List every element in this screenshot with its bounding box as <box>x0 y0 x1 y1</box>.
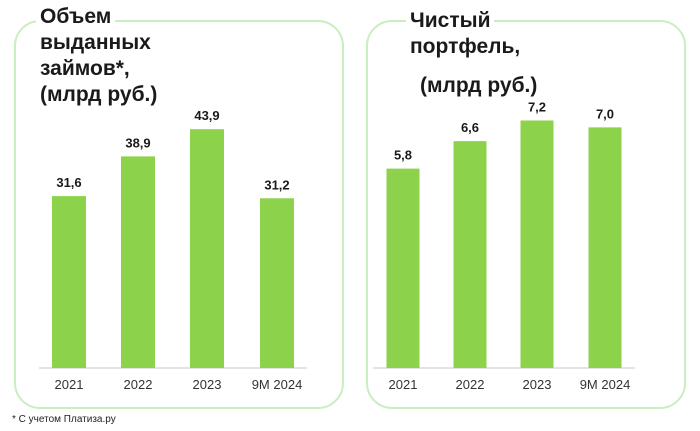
loans-bar-2021 <box>52 196 86 368</box>
loans-x-tick-label: 2023 <box>193 377 222 392</box>
portfolio-bar-2023 <box>520 120 554 368</box>
portfolio-x-tick-label: 2021 <box>389 377 418 392</box>
loans-issued-panel <box>14 20 344 409</box>
loans-value-label: 43,9 <box>194 108 219 123</box>
loans-x-tick-label: 2022 <box>124 377 153 392</box>
loans-value-label: 31,6 <box>56 175 81 190</box>
portfolio-x-tick-label: 2022 <box>456 377 485 392</box>
portfolio-bar-2021 <box>386 168 420 368</box>
net-portfolio-panel <box>366 20 686 409</box>
loans-title-line-3: займов*, <box>36 57 134 81</box>
portfolio-bar-9m-2024 <box>588 127 622 368</box>
loans-bar-2023 <box>190 129 224 368</box>
portfolio-value-label: 7,2 <box>528 100 546 115</box>
portfolio-title-line-3: (млрд руб.) <box>416 74 542 98</box>
loans-title-line-1: Объем <box>36 5 116 29</box>
portfolio-value-label: 5,8 <box>394 148 412 163</box>
portfolio-value-label: 7,0 <box>596 106 614 121</box>
portfolio-x-tick-label: 2023 <box>523 377 552 392</box>
portfolio-title-line-2: портфель, <box>406 35 525 59</box>
portfolio-value-label: 6,6 <box>461 120 479 135</box>
loans-title-line-4: (млрд руб.) <box>36 83 162 107</box>
loans-x-tick-label: 2021 <box>55 377 84 392</box>
loans-x-tick-label: 9M 2024 <box>252 377 303 392</box>
portfolio-x-tick-label: 9M 2024 <box>580 377 631 392</box>
portfolio-title-line-1: Чистый <box>406 9 495 33</box>
footnote: * С учетом Платиза.ру <box>12 414 116 425</box>
loans-bar-2022 <box>121 156 155 368</box>
loans-value-label: 31,2 <box>264 177 289 192</box>
loans-value-label: 38,9 <box>125 135 150 150</box>
loans-bar-9m-2024 <box>260 198 294 368</box>
loans-title-line-2: выданных <box>36 31 155 55</box>
portfolio-bar-2022 <box>453 141 487 368</box>
